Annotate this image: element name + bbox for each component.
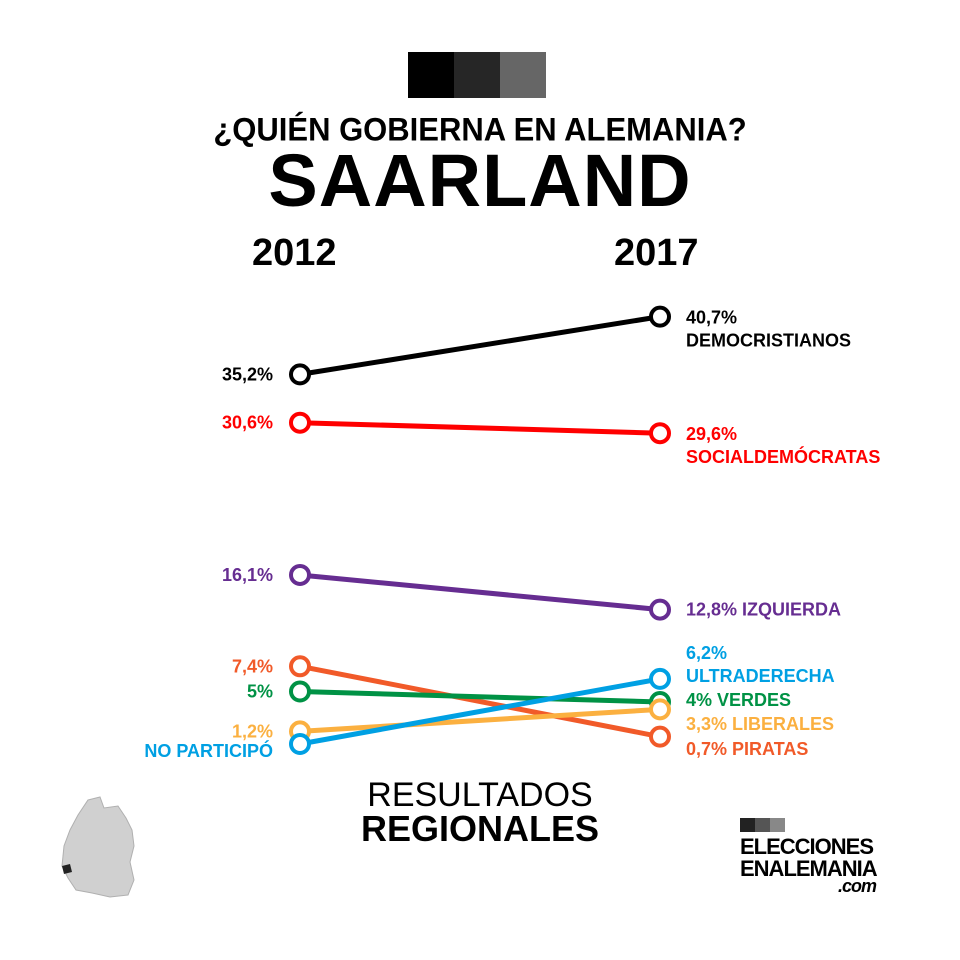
page-title: SAARLAND <box>268 139 692 222</box>
label-2017-izquierda: 12,8% IZQUIERDA <box>686 600 841 620</box>
brand-swatch-grey <box>500 52 546 98</box>
logo-line2: ENALEMANIA <box>740 856 878 881</box>
point-2012-piratas <box>289 655 311 678</box>
party-name-ultraderecha: ULTRADERECHA <box>686 666 835 686</box>
point-2012-verdes <box>289 680 311 703</box>
label-2012-piratas: 7,4% <box>232 656 273 676</box>
series-line-verdes <box>299 689 661 705</box>
series-line-socialdemocratas <box>299 420 661 436</box>
footer-line2: REGIONALES <box>360 808 600 849</box>
logo-line3: .com <box>838 876 877 896</box>
series-line-liberales <box>299 706 661 734</box>
value-2017-socialdemocratas: 29,6% <box>686 424 737 444</box>
point-2017-piratas <box>649 725 671 748</box>
point-2017-socialdemocratas <box>649 422 671 445</box>
logo-line1: ELECCIONES <box>740 834 874 859</box>
series-line-ultraderecha <box>299 676 661 747</box>
label-2012-democristianos: 35,2% <box>222 364 273 384</box>
point-2017-izquierda <box>649 598 671 621</box>
series-line-democristianos <box>299 314 661 377</box>
point-2012-ultraderecha <box>289 733 311 755</box>
label-2017-liberales: 3,3% LIBERALES <box>686 714 834 734</box>
series-line-piratas <box>299 663 661 740</box>
footer-line1: RESULTADOS <box>367 776 593 814</box>
point-2012-izquierda <box>289 563 311 586</box>
year-left: 2012 <box>252 232 337 274</box>
series-line-izquierda <box>299 572 661 613</box>
label-2012-verdes: 5% <box>247 682 273 702</box>
brand-swatch-dark <box>454 52 500 98</box>
label-2012-liberales: 1,2% <box>232 721 273 741</box>
party-name-socialdemocratas: SOCIALDEMÓCRATAS <box>686 446 880 467</box>
value-2017-ultraderecha: 6,2% <box>686 643 727 663</box>
label-2012-socialdemocratas: 30,6% <box>222 413 273 433</box>
year-right: 2017 <box>614 232 699 274</box>
point-2012-socialdemocratas <box>289 411 311 434</box>
brand-swatch-black <box>408 52 454 98</box>
label-2012-ultraderecha: NO PARTICIPÓ <box>144 740 273 761</box>
point-2017-liberales <box>649 698 671 721</box>
point-2012-democristianos <box>289 363 311 386</box>
point-2017-ultraderecha <box>649 667 671 690</box>
value-2017-democristianos: 40,7% <box>686 308 737 328</box>
point-2017-democristianos <box>649 305 671 328</box>
label-2012-izquierda: 16,1% <box>222 565 273 585</box>
kicker: ¿QUIÉN GOBIERNA EN ALEMANIA? <box>213 111 747 148</box>
label-2017-verdes: 4% VERDES <box>686 690 791 710</box>
party-name-democristianos: DEMOCRISTIANOS <box>686 331 851 351</box>
label-2017-piratas: 0,7% PIRATAS <box>686 739 808 759</box>
